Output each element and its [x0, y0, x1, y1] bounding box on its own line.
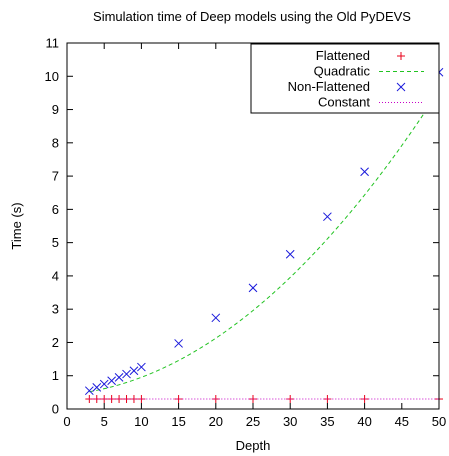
- x-tick-label: 50: [432, 414, 446, 429]
- chart-title: Simulation time of Deep models using the…: [93, 9, 411, 24]
- non-flattened-point: [137, 362, 146, 372]
- non-flattened-point: [107, 376, 116, 386]
- y-tick-label: 3: [52, 302, 59, 317]
- flattened-point: [115, 395, 124, 404]
- non-flattened-point: [129, 366, 139, 376]
- y-tick-label: 0: [52, 402, 59, 417]
- x-tick-label: 30: [283, 414, 297, 429]
- non-flattened-point: [248, 283, 258, 293]
- legend-swatch-non-flattened: [396, 82, 406, 92]
- non-flattened-point: [323, 212, 332, 222]
- legend-label-quadratic: Quadratic: [314, 64, 371, 79]
- y-tick-label: 7: [52, 169, 59, 184]
- x-tick-label: 10: [134, 414, 148, 429]
- legend-label-constant: Constant: [318, 95, 370, 110]
- x-tick-label: 15: [171, 414, 185, 429]
- flattened-point: [92, 395, 101, 404]
- y-tick-label: 2: [52, 335, 59, 350]
- legend-label-flattened: Flattened: [316, 48, 370, 63]
- x-tick-label: 0: [63, 414, 70, 429]
- non-flattened-point: [122, 369, 131, 379]
- non-flattened-point: [285, 249, 295, 259]
- y-tick-label: 6: [52, 202, 59, 217]
- legend-swatch-flattened: [397, 52, 405, 60]
- flattened-point: [107, 395, 116, 404]
- y-tick-label: 11: [46, 36, 60, 51]
- x-tick-label: 5: [101, 414, 108, 429]
- y-axis-title: Time (s): [9, 202, 24, 249]
- x-axis-title: Depth: [236, 438, 271, 453]
- x-tick-label: 35: [320, 414, 334, 429]
- y-tick-label: 5: [52, 235, 59, 250]
- y-tick-label: 10: [45, 69, 59, 84]
- non-flattened-point: [211, 313, 221, 323]
- flattened-point: [360, 395, 369, 404]
- flattened-point: [129, 395, 138, 404]
- flattened-point: [174, 395, 183, 404]
- non-flattened-point: [360, 167, 369, 177]
- legend-box: [250, 43, 440, 114]
- y-tick-label: 4: [52, 268, 59, 283]
- quadratic-line: [89, 90, 440, 393]
- x-tick-label: 45: [395, 414, 409, 429]
- plot-area: [84, 67, 444, 404]
- non-flattened-point: [99, 379, 109, 389]
- y-tick-label: 9: [52, 102, 59, 117]
- x-tick-label: 40: [357, 414, 371, 429]
- non-flattened-point: [92, 383, 102, 392]
- flattened-point: [249, 395, 257, 404]
- legend-label-non-flattened: Non-Flattened: [288, 79, 370, 94]
- non-flattened-point: [174, 339, 183, 348]
- y-tick-label: 1: [52, 368, 59, 383]
- x-tick-label: 20: [209, 414, 223, 429]
- y-tick-label: 8: [52, 135, 59, 150]
- x-tick-label: 25: [246, 414, 260, 429]
- non-flattened-point: [84, 386, 94, 396]
- non-flattened-point: [114, 373, 124, 382]
